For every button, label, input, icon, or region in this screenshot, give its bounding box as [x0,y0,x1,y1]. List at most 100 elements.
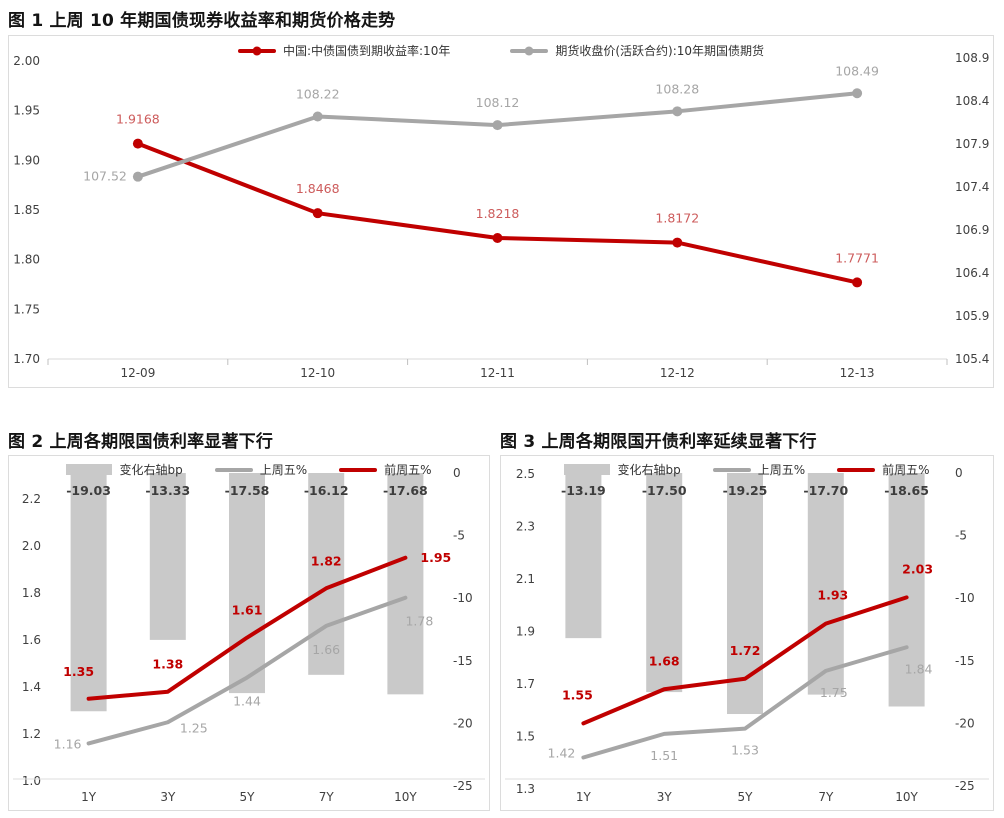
svg-text:1.95: 1.95 [13,104,40,118]
svg-text:-5: -5 [453,529,465,543]
svg-text:12-09: 12-09 [120,366,155,380]
svg-text:1.44: 1.44 [233,694,261,709]
svg-text:1.75: 1.75 [820,685,848,700]
chart-canvas: 2.00 1.95 1.90 1.85 1.80 1.75 1.70 108.9 108.4 10… [13,51,989,380]
svg-text:-5: -5 [955,529,967,543]
svg-text:107.9: 107.9 [955,137,989,151]
svg-text:1.68: 1.68 [649,653,680,668]
svg-text:7Y: 7Y [319,790,335,804]
legend-bar-swatch-icon [66,464,113,475]
legend-item: 期货收盘价(活跃合约):10年期国债期货 [510,42,764,59]
svg-text:-18.65: -18.65 [884,483,929,498]
figure2-chart: 变化右轴bp 上周五% 前周五% 2.2 2.0 1.8 1.6 1.4 1.2 1.0 0 -5 -… [8,455,490,811]
figure1-legend: 中国:中债国债到期收益率:10年 期货收盘价(活跃合约):10年期国债期货 [9,42,993,59]
svg-text:1.9: 1.9 [516,625,535,639]
svg-text:5Y: 5Y [738,790,754,804]
svg-text:1.80: 1.80 [13,253,40,267]
svg-text:1.8468: 1.8468 [296,181,340,196]
svg-text:3Y: 3Y [657,790,673,804]
legend-bar-swatch-icon [564,464,611,475]
svg-text:1.8218: 1.8218 [476,206,520,221]
svg-text:108.9: 108.9 [955,51,989,65]
svg-text:1.8: 1.8 [22,586,41,600]
svg-text:-25: -25 [955,779,975,793]
figure1-chart: 中国:中债国债到期收益率:10年 期货收盘价(活跃合约):10年期国债期货 2.0… [8,35,994,388]
svg-text:-15: -15 [453,654,473,668]
svg-text:-17.50: -17.50 [642,483,687,498]
svg-text:1.70: 1.70 [13,352,40,366]
svg-text:107.52: 107.52 [83,169,127,184]
svg-text:1.8172: 1.8172 [655,211,699,226]
svg-text:1Y: 1Y [81,790,97,804]
svg-text:-19.25: -19.25 [723,483,768,498]
svg-text:2.2: 2.2 [22,492,41,506]
svg-text:106.4: 106.4 [955,266,989,280]
svg-text:2.0: 2.0 [22,539,41,553]
figure3-title: 图 3 上周各期限国开债利率延续显著下行 [500,432,817,452]
svg-text:1.51: 1.51 [650,748,678,763]
svg-text:1.7: 1.7 [516,677,535,691]
svg-text:1.35: 1.35 [63,664,94,679]
svg-text:1.4: 1.4 [22,680,41,694]
figure3-chart: 变化右轴bp 上周五% 前周五% 2.5 2.3 2.1 1.9 1.7 1.5 1.3 0 -5 -… [500,455,994,811]
svg-text:107.4: 107.4 [955,180,989,194]
svg-text:12-11: 12-11 [480,366,515,380]
svg-text:1.55: 1.55 [562,687,593,702]
svg-text:1.3: 1.3 [516,782,535,796]
svg-text:1.16: 1.16 [54,736,82,751]
svg-text:-17.68: -17.68 [383,483,428,498]
svg-text:-13.19: -13.19 [561,483,606,498]
svg-text:1.66: 1.66 [312,642,340,657]
svg-text:1Y: 1Y [576,790,592,804]
svg-text:2.3: 2.3 [516,520,535,534]
legend-label: 中国:中债国债到期收益率:10年 [282,44,451,58]
svg-text:2.00: 2.00 [13,54,40,68]
chart-canvas: 2.2 2.0 1.8 1.6 1.4 1.2 1.0 0 -5 -10 -15 -20 -25 1Y 3Y… [13,466,485,804]
svg-text:3Y: 3Y [160,790,176,804]
legend-line-swatch-icon [214,467,253,472]
legend-line-swatch-icon [339,467,378,472]
svg-text:1.93: 1.93 [817,588,848,603]
svg-text:105.9: 105.9 [955,309,989,323]
svg-text:1.61: 1.61 [232,603,263,618]
svg-text:1.95: 1.95 [420,550,451,565]
svg-text:-25: -25 [453,779,473,793]
legend-item: 上周五% [712,461,805,478]
chart-canvas: 2.5 2.3 2.1 1.9 1.7 1.5 1.3 0 -5 -10 -15 -20 -25 1Y 3Y… [505,466,989,804]
svg-text:108.12: 108.12 [476,95,520,110]
svg-text:106.9: 106.9 [955,223,989,237]
legend-line-swatch-icon [237,46,276,55]
svg-text:7Y: 7Y [818,790,834,804]
legend-item: 上周五% [214,461,307,478]
legend-marker-dot-icon [524,46,534,55]
svg-text:1.84: 1.84 [905,661,933,676]
svg-text:2.03: 2.03 [902,561,933,576]
svg-text:10Y: 10Y [394,790,417,804]
svg-text:-13.33: -13.33 [145,483,190,498]
legend-line-swatch-icon [510,46,549,55]
svg-text:1.2: 1.2 [22,727,41,741]
svg-text:1.42: 1.42 [548,746,576,761]
svg-text:12-10: 12-10 [300,366,335,380]
svg-text:1.25: 1.25 [180,720,208,735]
svg-text:1.0: 1.0 [22,774,41,788]
svg-text:0: 0 [453,466,461,480]
svg-text:-10: -10 [955,591,975,605]
legend-label: 前周五% [882,463,930,477]
svg-text:1.9168: 1.9168 [116,112,160,127]
figure2-title: 图 2 上周各期限国债利率显著下行 [8,432,274,452]
svg-text:5Y: 5Y [240,790,256,804]
legend-item: 前周五% [837,461,930,478]
svg-text:1.38: 1.38 [152,657,183,672]
legend-item: 前周五% [339,461,432,478]
figure1-title: 图 1 上周 10 年期国债现券收益率和期货价格走势 [8,11,396,31]
svg-text:1.6: 1.6 [22,633,41,647]
figure2-legend: 变化右轴bp 上周五% 前周五% [9,461,489,478]
legend-label: 期货收盘价(活跃合约):10年期国债期货 [555,44,765,58]
svg-text:-20: -20 [955,716,975,730]
svg-text:1.75: 1.75 [13,302,40,316]
svg-text:2.5: 2.5 [516,467,535,481]
svg-text:108.28: 108.28 [655,81,699,96]
svg-text:108.22: 108.22 [296,86,340,101]
